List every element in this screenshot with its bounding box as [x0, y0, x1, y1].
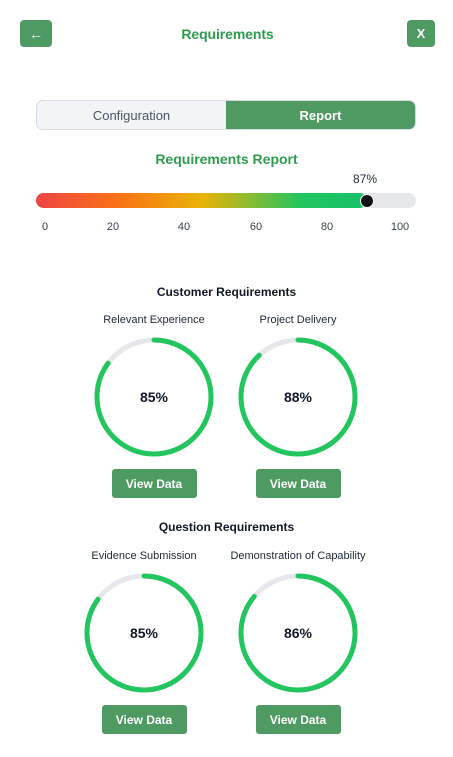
card-label: Project Delivery: [259, 314, 337, 326]
progress-ring: 85%: [92, 335, 216, 459]
score-fill: [36, 193, 367, 208]
view-data-button[interactable]: View Data: [255, 705, 341, 734]
view-data-button[interactable]: View Data: [255, 469, 341, 498]
progress-ring: 86%: [236, 571, 360, 695]
page-title: Requirements: [181, 26, 274, 42]
requirement-card: Project Delivery 88% View Data: [228, 314, 368, 498]
ring-value: 85%: [139, 389, 169, 405]
card-label: Evidence Submission: [91, 550, 197, 562]
tick-label: 100: [390, 221, 410, 233]
tick-label: 60: [249, 221, 263, 233]
score-track: [36, 193, 416, 208]
ring-value: 85%: [129, 625, 159, 641]
close-button[interactable]: X: [407, 20, 435, 47]
section-title-customer: Customer Requirements: [156, 285, 297, 299]
requirement-card: Demonstration of Capability 86% View Dat…: [228, 550, 368, 734]
score-thumb[interactable]: [360, 194, 374, 208]
tick-label: 20: [106, 221, 120, 233]
progress-ring: 85%: [82, 571, 206, 695]
section-title-question: Question Requirements: [158, 520, 295, 534]
tick-label: 80: [320, 221, 334, 233]
tab-bar: Configuration Report: [36, 100, 416, 130]
view-data-button[interactable]: View Data: [111, 469, 197, 498]
ring-value: 88%: [283, 389, 313, 405]
progress-ring: 88%: [236, 335, 360, 459]
tab-configuration[interactable]: Configuration: [92, 107, 171, 123]
arrow-left-icon: ←: [29, 25, 43, 42]
requirement-card: Evidence Submission 85% View Data: [74, 550, 214, 734]
requirement-card: Relevant Experience 85% View Data: [84, 314, 224, 498]
tab-report[interactable]: Report: [226, 101, 415, 129]
tick-label: 0: [41, 221, 49, 233]
back-button[interactable]: ←: [20, 20, 52, 47]
report-title: Requirements Report: [155, 151, 298, 167]
card-label: Relevant Experience: [103, 314, 205, 326]
score-ticks: 0 20 40 60 80 100: [36, 221, 416, 235]
tick-label: 40: [177, 221, 191, 233]
score-label: 87%: [353, 172, 378, 186]
ring-value: 86%: [283, 625, 313, 641]
card-label: Demonstration of Capability: [230, 550, 366, 562]
view-data-button[interactable]: View Data: [101, 705, 187, 734]
header: ← Requirements X: [20, 20, 435, 48]
